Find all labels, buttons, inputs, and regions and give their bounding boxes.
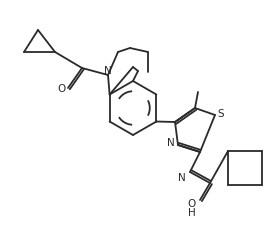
Text: H: H bbox=[188, 208, 196, 218]
Text: O: O bbox=[188, 199, 196, 209]
Text: N: N bbox=[104, 66, 112, 76]
Text: N: N bbox=[178, 173, 186, 183]
Text: S: S bbox=[218, 109, 224, 119]
Text: O: O bbox=[58, 84, 66, 94]
Text: N: N bbox=[167, 138, 175, 148]
